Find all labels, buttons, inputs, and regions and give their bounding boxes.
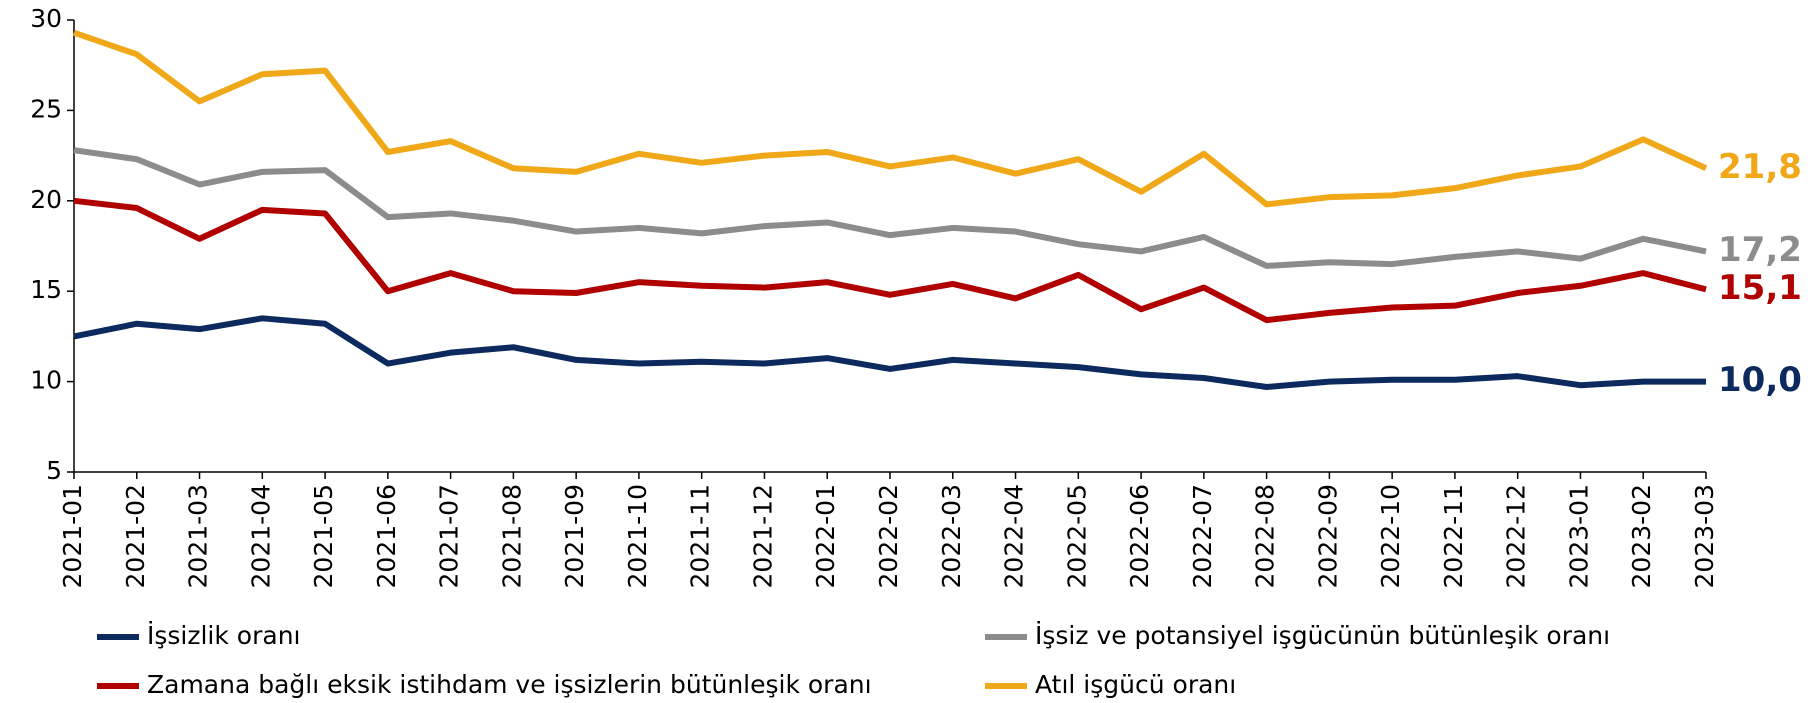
x-tick-label: 2023-01 xyxy=(1564,484,1593,588)
x-tick-label: 2021-03 xyxy=(184,484,213,588)
legend-label: İşsizlik oranı xyxy=(147,621,301,650)
x-tick-label: 2021-05 xyxy=(309,484,338,588)
x-tick-label: 2022-04 xyxy=(1000,484,1029,588)
x-tick-label: 2022-01 xyxy=(811,484,840,588)
x-tick-label: 2022-09 xyxy=(1313,484,1342,588)
x-tick-label: 2021-07 xyxy=(435,484,464,588)
x-tick-label: 2023-02 xyxy=(1627,484,1656,588)
end-label: 15,1 xyxy=(1718,268,1802,308)
x-tick-label: 2022-02 xyxy=(874,484,903,588)
x-tick-label: 2021-10 xyxy=(623,484,652,588)
y-tick-label: 30 xyxy=(30,4,62,33)
series-line xyxy=(73,315,1706,391)
y-tick-label: 5 xyxy=(46,456,62,485)
x-tick-label: 2023-03 xyxy=(1690,484,1719,588)
x-tick-label: 2022-05 xyxy=(1062,484,1091,588)
x-tick-label: 2021-02 xyxy=(121,484,150,588)
x-tick-label: 2021-11 xyxy=(686,484,715,588)
legend-label: İşsiz ve potansiyel işgücünün bütünleşik… xyxy=(1035,621,1610,650)
y-tick-label: 20 xyxy=(30,185,62,214)
end-label: 10,0 xyxy=(1718,360,1802,400)
x-tick-label: 2021-06 xyxy=(372,484,401,588)
y-tick-label: 25 xyxy=(30,94,62,123)
end-label: 21,8 xyxy=(1718,147,1802,187)
x-tick-label: 2021-04 xyxy=(246,484,275,588)
series-line xyxy=(73,197,1707,324)
x-tick-label: 2022-10 xyxy=(1376,484,1405,588)
y-tick-label: 15 xyxy=(30,275,62,304)
series-line xyxy=(73,147,1707,269)
series-line xyxy=(73,29,1708,208)
x-tick-label: 2021-01 xyxy=(58,484,87,588)
end-label: 17,2 xyxy=(1718,230,1802,270)
x-tick-label: 2022-12 xyxy=(1502,484,1531,588)
x-tick-label: 2022-08 xyxy=(1251,484,1280,588)
legend-label: Atıl işgücü oranı xyxy=(1035,670,1236,699)
legend-label: Zamana bağlı eksik istihdam ve işsizleri… xyxy=(147,670,872,699)
x-tick-label: 2022-03 xyxy=(937,484,966,588)
x-tick-label: 2021-09 xyxy=(560,484,589,588)
x-tick-label: 2021-08 xyxy=(497,484,526,588)
x-tick-label: 2022-07 xyxy=(1188,484,1217,588)
y-tick-label: 10 xyxy=(30,366,62,395)
x-tick-label: 2021-12 xyxy=(748,484,777,588)
x-tick-label: 2022-06 xyxy=(1125,484,1154,588)
x-tick-label: 2022-11 xyxy=(1439,484,1468,588)
